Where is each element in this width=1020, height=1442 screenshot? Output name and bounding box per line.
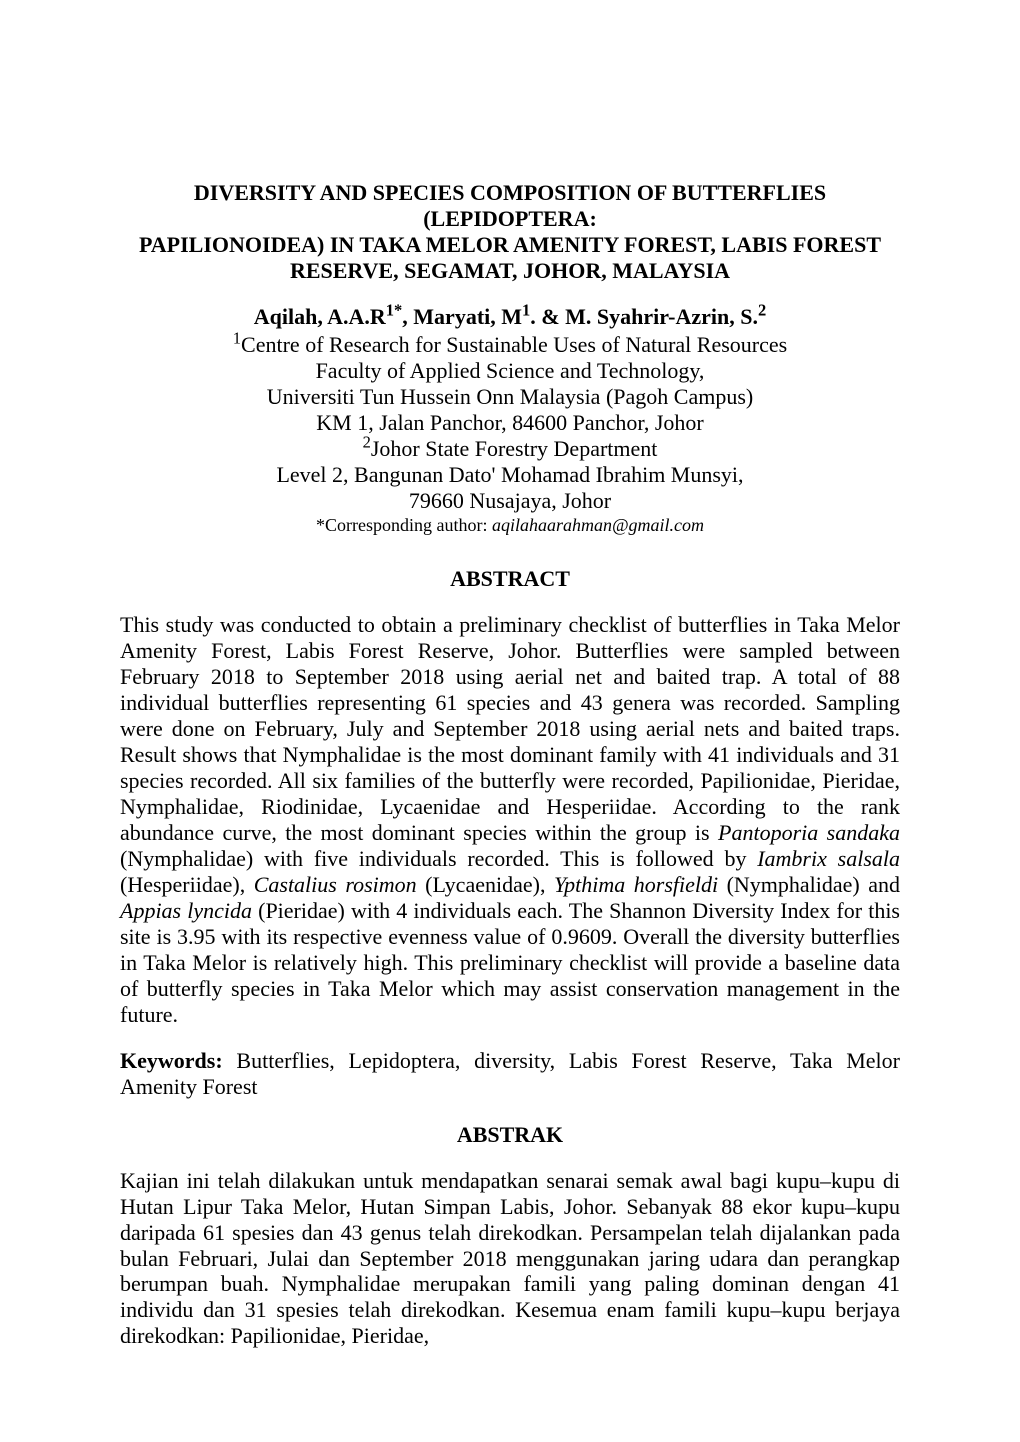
corresponding-email: aqilahaarahman@gmail.com [492,515,704,535]
author-list: Aqilah, A.A.R1*, Maryati, M1. & M. Syahr… [120,304,900,330]
abstract-text-p3: (Hesperiidae), [120,872,254,897]
affiliation-1-line-4: KM 1, Jalan Panchor, 84600 Panchor, Joho… [316,410,703,435]
affiliation-2-line-1: Johor State Forestry Department [371,436,658,461]
author-sep-1: , [402,304,413,329]
author-sep-2: . & [530,304,565,329]
affiliation-1-line-1: Centre of Research for Sustainable Uses … [241,332,787,357]
abstract-text-p5: (Nymphalidae) and [718,872,900,897]
paper-title: DIVERSITY AND SPECIES COMPOSITION OF BUT… [120,180,900,284]
species-name-2: Iambrix salsala [757,846,900,871]
page-container: DIVERSITY AND SPECIES COMPOSITION OF BUT… [0,0,1020,1429]
author-1-sup: 1* [386,300,403,319]
species-name-5: Appias lyncida [120,898,252,923]
affiliation-1-sup: 1 [233,328,241,347]
species-name-1: Pantoporia sandaka [718,820,900,845]
title-line-3: RESERVE, SEGAMAT, JOHOR, MALAYSIA [290,258,730,283]
abstract-body: This study was conducted to obtain a pre… [120,612,900,1027]
author-2-name: Maryati, M [413,304,522,329]
species-name-3: Castalius rosimon [254,872,417,897]
keywords-label: Keywords: [120,1048,236,1073]
species-name-4: Ypthima horsfieldi [554,872,718,897]
abstract-text-p1: This study was conducted to obtain a pre… [120,612,900,845]
affiliation-2-sup: 2 [363,432,371,451]
author-3-sup: 2 [758,300,766,319]
abstract-text-p2: (Nymphalidae) with five individuals reco… [120,846,757,871]
abstract-text-p4: (Lycaenidae), [417,872,554,897]
affiliation-2-line-2: Level 2, Bangunan Dato' Mohamad Ibrahim … [276,462,743,487]
affiliations-block: 1Centre of Research for Sustainable Uses… [120,332,900,514]
corresponding-author: *Corresponding author: aqilahaarahman@gm… [120,515,900,536]
author-1-name: Aqilah, A.A.R [254,304,386,329]
keywords-block: Keywords: Butterflies, Lepidoptera, dive… [120,1048,900,1100]
abstrak-body: Kajian ini telah dilakukan untuk mendapa… [120,1168,900,1350]
title-line-1: DIVERSITY AND SPECIES COMPOSITION OF BUT… [194,180,826,231]
affiliation-1-line-2: Faculty of Applied Science and Technolog… [316,358,705,383]
abstrak-heading: ABSTRAK [120,1122,900,1148]
title-line-2: PAPILIONOIDEA) IN TAKA MELOR AMENITY FOR… [139,232,881,257]
author-3-name: M. Syahrir-Azrin, S. [565,304,758,329]
corresponding-label: *Corresponding author: [316,515,492,535]
keywords-text: Butterflies, Lepidoptera, diversity, Lab… [120,1048,900,1099]
affiliation-1-line-3: Universiti Tun Hussein Onn Malaysia (Pag… [267,384,753,409]
affiliation-2-line-3: 79660 Nusajaya, Johor [409,488,611,513]
abstract-heading: ABSTRACT [120,566,900,592]
